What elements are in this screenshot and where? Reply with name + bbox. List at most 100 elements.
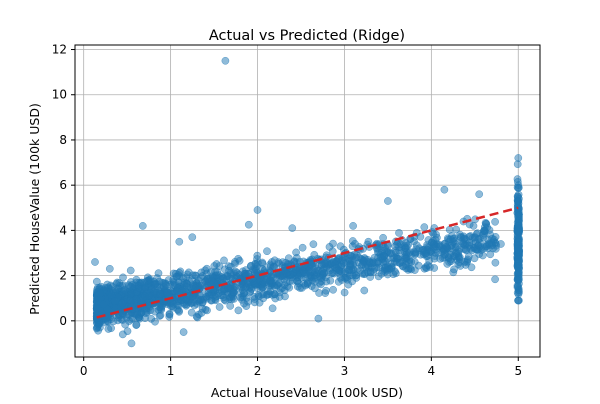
data-point [265,290,274,298]
data-point [491,275,499,284]
data-point [485,226,494,234]
data-point [126,266,135,275]
data-point [178,286,186,295]
data-point [250,268,259,277]
scatter-points [91,56,523,348]
data-point [325,266,334,275]
data-point [321,289,330,297]
data-point [253,206,262,214]
data-point [105,264,114,273]
data-point [151,317,159,326]
data-point [460,245,468,253]
data-point [328,247,337,256]
data-point [258,259,267,268]
data-point [438,254,447,262]
y-axis-label: Predicted HouseValue (100k USD) [27,103,42,315]
data-point [246,262,255,271]
data-point [387,264,396,273]
data-point [292,265,300,274]
x-tick-label: 2 [254,364,262,378]
data-point [136,279,145,288]
data-point [491,217,499,226]
data-point [395,243,403,251]
data-point [359,258,368,266]
data-point [238,293,246,301]
data-point [263,247,271,256]
data-point [340,288,349,297]
data-point [332,257,341,265]
data-point [125,310,133,319]
data-point [491,258,500,267]
data-point [514,244,522,253]
data-point [456,232,465,241]
data-point [132,321,141,329]
data-point [348,242,357,251]
data-point [281,292,289,301]
data-point [294,279,303,288]
data-point [175,306,183,315]
data-point [432,230,440,239]
x-tick-label: 1 [167,364,175,378]
data-point [127,339,136,348]
data-point [464,252,473,261]
data-point [513,288,522,297]
data-point [307,260,316,268]
data-point [255,298,264,307]
data-point [514,296,523,305]
data-point [514,220,523,229]
data-point [469,222,478,230]
data-point [230,295,238,303]
data-point [390,253,399,262]
data-point [93,304,102,313]
data-point [91,258,99,266]
data-point [414,261,423,270]
data-point [187,299,195,307]
data-point [329,285,337,294]
data-point [119,273,127,282]
data-point [310,250,319,259]
y-tick-label: 0 [59,314,67,328]
data-point [514,183,523,192]
data-point [440,246,449,255]
data-point [205,292,213,300]
data-point [314,314,323,323]
x-tick-label: 5 [514,364,522,378]
data-point [215,303,224,311]
data-point [441,239,450,248]
data-point [213,268,222,276]
data-point [446,235,455,244]
data-point [440,185,449,194]
data-point [430,252,439,260]
data-point [114,316,122,325]
data-point [384,197,392,205]
data-point [468,240,477,249]
data-point [274,258,283,266]
data-point [312,265,321,273]
data-point [107,324,115,333]
data-point [234,254,243,263]
data-point [165,312,174,321]
data-point [144,277,152,285]
data-point [383,270,392,279]
data-point [221,56,230,65]
data-point [220,256,228,265]
data-point [188,271,197,280]
data-point [420,223,429,231]
data-point [422,252,431,261]
data-point [168,302,177,311]
data-point [482,219,491,228]
y-tick-label: 12 [52,43,67,57]
y-tick-label: 4 [59,223,67,237]
data-point [514,267,523,276]
data-point [488,234,496,243]
x-axis-label: Actual HouseValue (100k USD) [211,385,403,400]
data-point [202,264,211,273]
data-point [196,295,205,304]
x-tick-label: 0 [80,364,88,378]
data-point [197,309,206,317]
data-point [292,254,301,262]
data-point [343,273,351,282]
